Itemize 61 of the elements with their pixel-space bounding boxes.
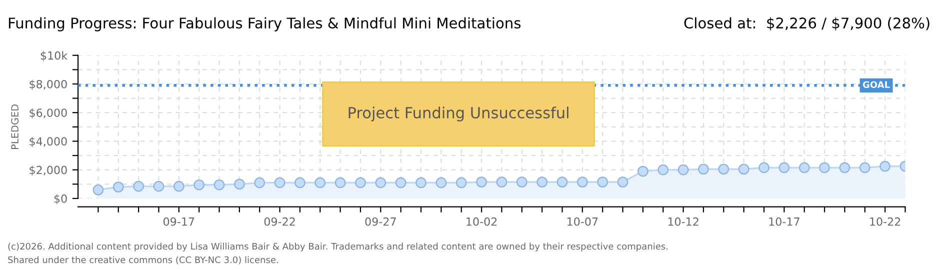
point: [576, 176, 588, 188]
point: [355, 177, 366, 188]
point: [334, 177, 346, 188]
x-tick-label: 10-17: [769, 217, 800, 226]
point: [617, 176, 628, 188]
point: [638, 166, 648, 177]
ref-line-label: GOAL: [862, 81, 890, 88]
point: [173, 180, 184, 192]
point: [274, 177, 286, 188]
annotation: Project Funding Unsuccessful: [348, 106, 568, 122]
x-tick-label: 10-22: [870, 217, 900, 226]
point: [436, 177, 447, 188]
point: [536, 176, 548, 188]
point: [556, 176, 568, 188]
point: [516, 176, 528, 188]
point: [294, 177, 306, 188]
point: [778, 162, 790, 174]
point: [839, 162, 850, 174]
point: [859, 162, 870, 174]
point: [456, 177, 467, 188]
x-tick-label: 10-12: [668, 217, 698, 226]
point: [375, 177, 386, 188]
text: (c)2026. Additional content provided by Lisa Williams Bair & Abby Bair. Trademarks and related content are owned by their respective companies.: [8, 242, 668, 252]
point: [112, 182, 124, 192]
point: [718, 164, 730, 175]
point: [597, 176, 608, 188]
y-tick-label: $0: [54, 194, 67, 204]
text: Shared under the creative commons (CC BY-NC 3.0) license.: [8, 256, 278, 264]
point: [92, 184, 104, 196]
x-tick-label: 09-17: [163, 217, 194, 226]
point: [819, 162, 830, 174]
x-tick-label: 10-07: [567, 217, 598, 226]
point: [416, 177, 426, 188]
point: [214, 179, 225, 190]
point: [798, 162, 810, 174]
y-tick-label: $10k: [40, 51, 68, 62]
chart-subtitle: Closed at: $2,226 / $7,900 (28%): [684, 17, 930, 30]
point: [738, 164, 750, 175]
point: [314, 177, 326, 188]
point: [678, 164, 689, 176]
point: [698, 164, 709, 175]
y-tick-label: $4,000: [30, 136, 67, 148]
point: [758, 162, 770, 174]
y-tick-label: $6,000: [30, 108, 67, 118]
point: [234, 178, 245, 190]
point: [476, 176, 487, 188]
point: [880, 160, 890, 172]
point: [194, 179, 204, 190]
x-tick-label: 09-27: [365, 217, 396, 226]
point: [153, 180, 164, 192]
y-axis-title: PLEDGED: [11, 104, 19, 149]
x-tick-label: 09-22: [264, 217, 295, 226]
point: [395, 177, 406, 188]
point: [496, 176, 508, 188]
point: [658, 164, 669, 176]
point: [133, 180, 144, 192]
chart-title: Funding Progress: Four Fabulous Fairy Tales & Mindful Mini Meditations: [8, 17, 521, 32]
x-tick-label: 10-02: [466, 217, 497, 226]
point: [254, 177, 266, 188]
y-tick-label: $2,000: [30, 166, 67, 176]
y-tick-label: $8,000: [30, 80, 67, 90]
